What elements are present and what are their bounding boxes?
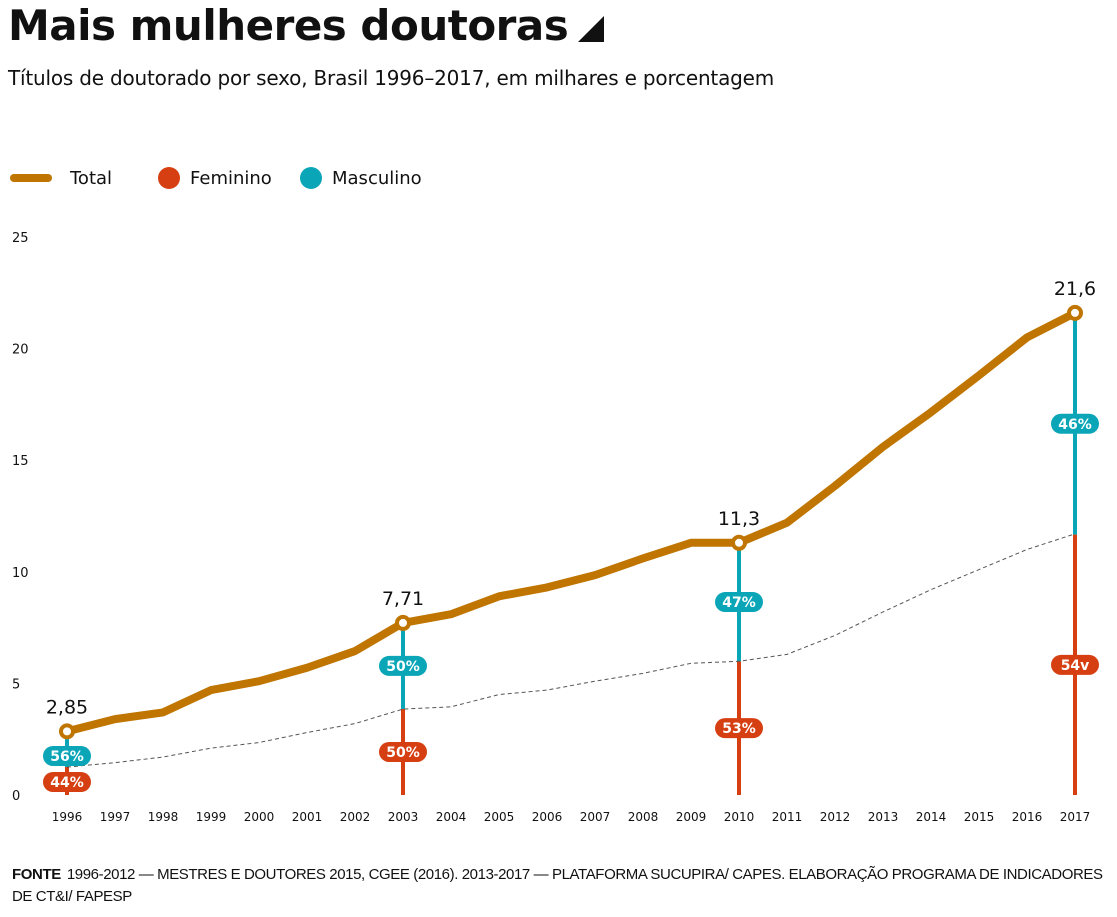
source-text: 1996-2012 — MESTRES E DOUTORES 2015, CGE… bbox=[12, 866, 1103, 905]
y-tick-label: 0 bbox=[12, 789, 20, 804]
legend-item-feminino: Feminino bbox=[158, 164, 272, 192]
source-note: FONTE 1996-2012 — MESTRES E DOUTORES 2015… bbox=[12, 864, 1112, 908]
source-label: FONTE bbox=[12, 866, 61, 883]
masculino-share-label: 47% bbox=[722, 595, 756, 611]
x-tick-label: 2006 bbox=[532, 810, 563, 824]
chart-title-text: Mais mulheres doutoras bbox=[8, 1, 569, 50]
masculino-share-pill bbox=[1051, 413, 1099, 434]
x-tick-label: 2017 bbox=[1060, 810, 1091, 824]
x-tick-label: 2012 bbox=[820, 810, 851, 824]
share-stems bbox=[65, 312, 1077, 795]
feminino-dashed-line bbox=[66, 533, 1076, 768]
feminino-share-label: 54v bbox=[1061, 658, 1090, 674]
x-tick-label: 2007 bbox=[580, 810, 611, 824]
x-tick-label: 2011 bbox=[772, 810, 803, 824]
masculino-share-label: 46% bbox=[1058, 417, 1092, 433]
y-tick-label: 10 bbox=[12, 566, 29, 581]
masculino-share-pill bbox=[43, 746, 91, 766]
x-tick-label: 2008 bbox=[628, 810, 659, 824]
x-axis: 1996 1997 1998 1999 2000 2001 2002 2003 2004 2005… bbox=[52, 810, 1091, 824]
y-tick-label: 15 bbox=[12, 454, 29, 469]
x-tick-label: 1997 bbox=[100, 810, 131, 824]
masculino-share-label: 50% bbox=[386, 659, 420, 675]
y-axis: 0 5 10 15 20 25 bbox=[12, 231, 29, 804]
legend-dot-masculino bbox=[300, 167, 322, 189]
x-tick-label: 2014 bbox=[916, 810, 947, 824]
legend-label-total: Total bbox=[70, 167, 113, 189]
legend-item-total: Total bbox=[10, 164, 112, 192]
feminino-share-pill bbox=[715, 718, 763, 739]
x-tick-label: 2005 bbox=[484, 810, 515, 824]
feminino-share-pill bbox=[1051, 654, 1099, 675]
feminino-share-pill bbox=[379, 741, 427, 762]
x-tick-label: 2015 bbox=[964, 810, 995, 824]
feminino-share-label: 44% bbox=[50, 775, 84, 791]
x-tick-label: 2009 bbox=[676, 810, 707, 824]
y-tick-label: 25 bbox=[12, 231, 29, 246]
chart-title: Mais mulheres doutoras bbox=[8, 0, 605, 52]
x-tick-label: 1998 bbox=[148, 810, 179, 824]
total-line bbox=[63, 308, 1079, 736]
total-marker bbox=[1067, 304, 1083, 321]
line-chart: 0 5 10 15 20 25 1996 1997 1998 1999 2000 2001 2002 2… bbox=[12, 231, 1099, 824]
legend-label-feminino: Feminino bbox=[190, 167, 272, 189]
legend-label-masculino: Masculino bbox=[332, 167, 422, 189]
total-series bbox=[63, 308, 1079, 736]
total-value-label: 21,6 bbox=[1054, 278, 1096, 300]
x-tick-label: 2003 bbox=[388, 810, 419, 824]
feminino-share-pill bbox=[43, 772, 91, 792]
total-marker bbox=[59, 723, 75, 740]
x-tick-label: 2002 bbox=[340, 810, 371, 824]
masculino-share-label: 56% bbox=[50, 749, 84, 765]
y-tick-label: 20 bbox=[12, 343, 29, 358]
feminino-dashed-series bbox=[66, 533, 1076, 768]
legend-line-swatch bbox=[10, 174, 52, 182]
x-tick-label: 2010 bbox=[724, 810, 755, 824]
x-tick-label: 2016 bbox=[1012, 810, 1043, 824]
total-value-label: 11,3 bbox=[718, 508, 760, 530]
x-tick-label: 2000 bbox=[244, 810, 275, 824]
legend-item-masculino: Masculino bbox=[300, 164, 422, 192]
total-value-label: 2,85 bbox=[46, 696, 88, 718]
chart-subtitle: Títulos de doutorado por sexo, Brasil 19… bbox=[8, 66, 775, 90]
annotation-markers: 2,85 56% 44% 7,71 50% 50% 11,3 47% 53% 21,6 46% 54v bbox=[43, 278, 1099, 792]
y-tick-label: 5 bbox=[12, 677, 20, 692]
x-tick-label: 1999 bbox=[196, 810, 227, 824]
x-tick-label: 2004 bbox=[436, 810, 467, 824]
triangle-icon bbox=[578, 16, 605, 42]
x-tick-label: 2013 bbox=[868, 810, 899, 824]
legend-dot-feminino bbox=[158, 167, 180, 189]
masculino-share-pill bbox=[379, 655, 427, 676]
total-marker bbox=[731, 534, 747, 551]
x-tick-label: 2001 bbox=[292, 810, 323, 824]
masculino-share-pill bbox=[715, 592, 763, 613]
x-tick-label: 1996 bbox=[52, 810, 83, 824]
total-value-label: 7,71 bbox=[382, 588, 424, 610]
feminino-share-label: 53% bbox=[722, 721, 756, 737]
feminino-share-label: 50% bbox=[386, 745, 420, 761]
total-marker bbox=[395, 614, 411, 631]
